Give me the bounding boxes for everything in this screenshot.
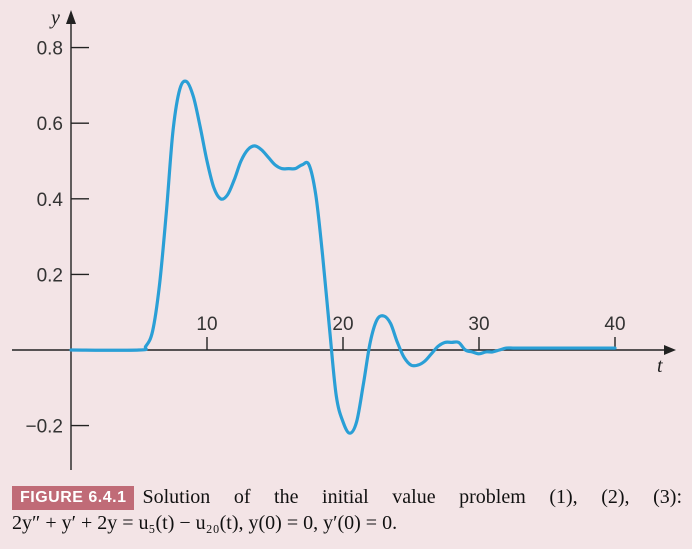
y-tick-label: −0.2: [25, 417, 63, 438]
solution-curve: [69, 79, 617, 435]
ticks: 10 20 30 40 0.8 0.6 0.4 0.2 −0.2: [25, 39, 625, 438]
axes: t y: [12, 7, 676, 470]
caption-text-1: Solution of the initial value problem (1…: [142, 486, 682, 508]
y-tick-label: 0.6: [37, 114, 63, 135]
y-tick-label: 0.8: [37, 39, 63, 60]
figure-caption: FIGURE 6.4.1 Solution of the initial valu…: [12, 484, 682, 536]
y-axis-label: y: [49, 7, 60, 29]
x-tick-label: 10: [196, 314, 217, 335]
x-axis-arrow: [664, 345, 676, 355]
x-axis-label: t: [657, 355, 663, 377]
x-tick-label: 40: [604, 314, 625, 335]
figure-label: FIGURE 6.4.1: [12, 486, 135, 510]
y-tick-label: 0.4: [37, 190, 64, 211]
y-tick-label: 0.2: [37, 265, 63, 286]
caption-line-2: 2y″ + y′ + 2y = u₅(t) − u₂₀(t), y(0) = 0…: [12, 512, 398, 534]
x-tick-label: 20: [332, 314, 353, 335]
x-tick-label: 30: [468, 314, 489, 335]
y-axis-arrow: [66, 10, 76, 24]
solution-chart: t y 10 20 30 40 0.8 0.6 0.4 0.2 −0.2: [12, 7, 676, 470]
caption-line-1: FIGURE 6.4.1 Solution of the initial valu…: [12, 484, 682, 510]
